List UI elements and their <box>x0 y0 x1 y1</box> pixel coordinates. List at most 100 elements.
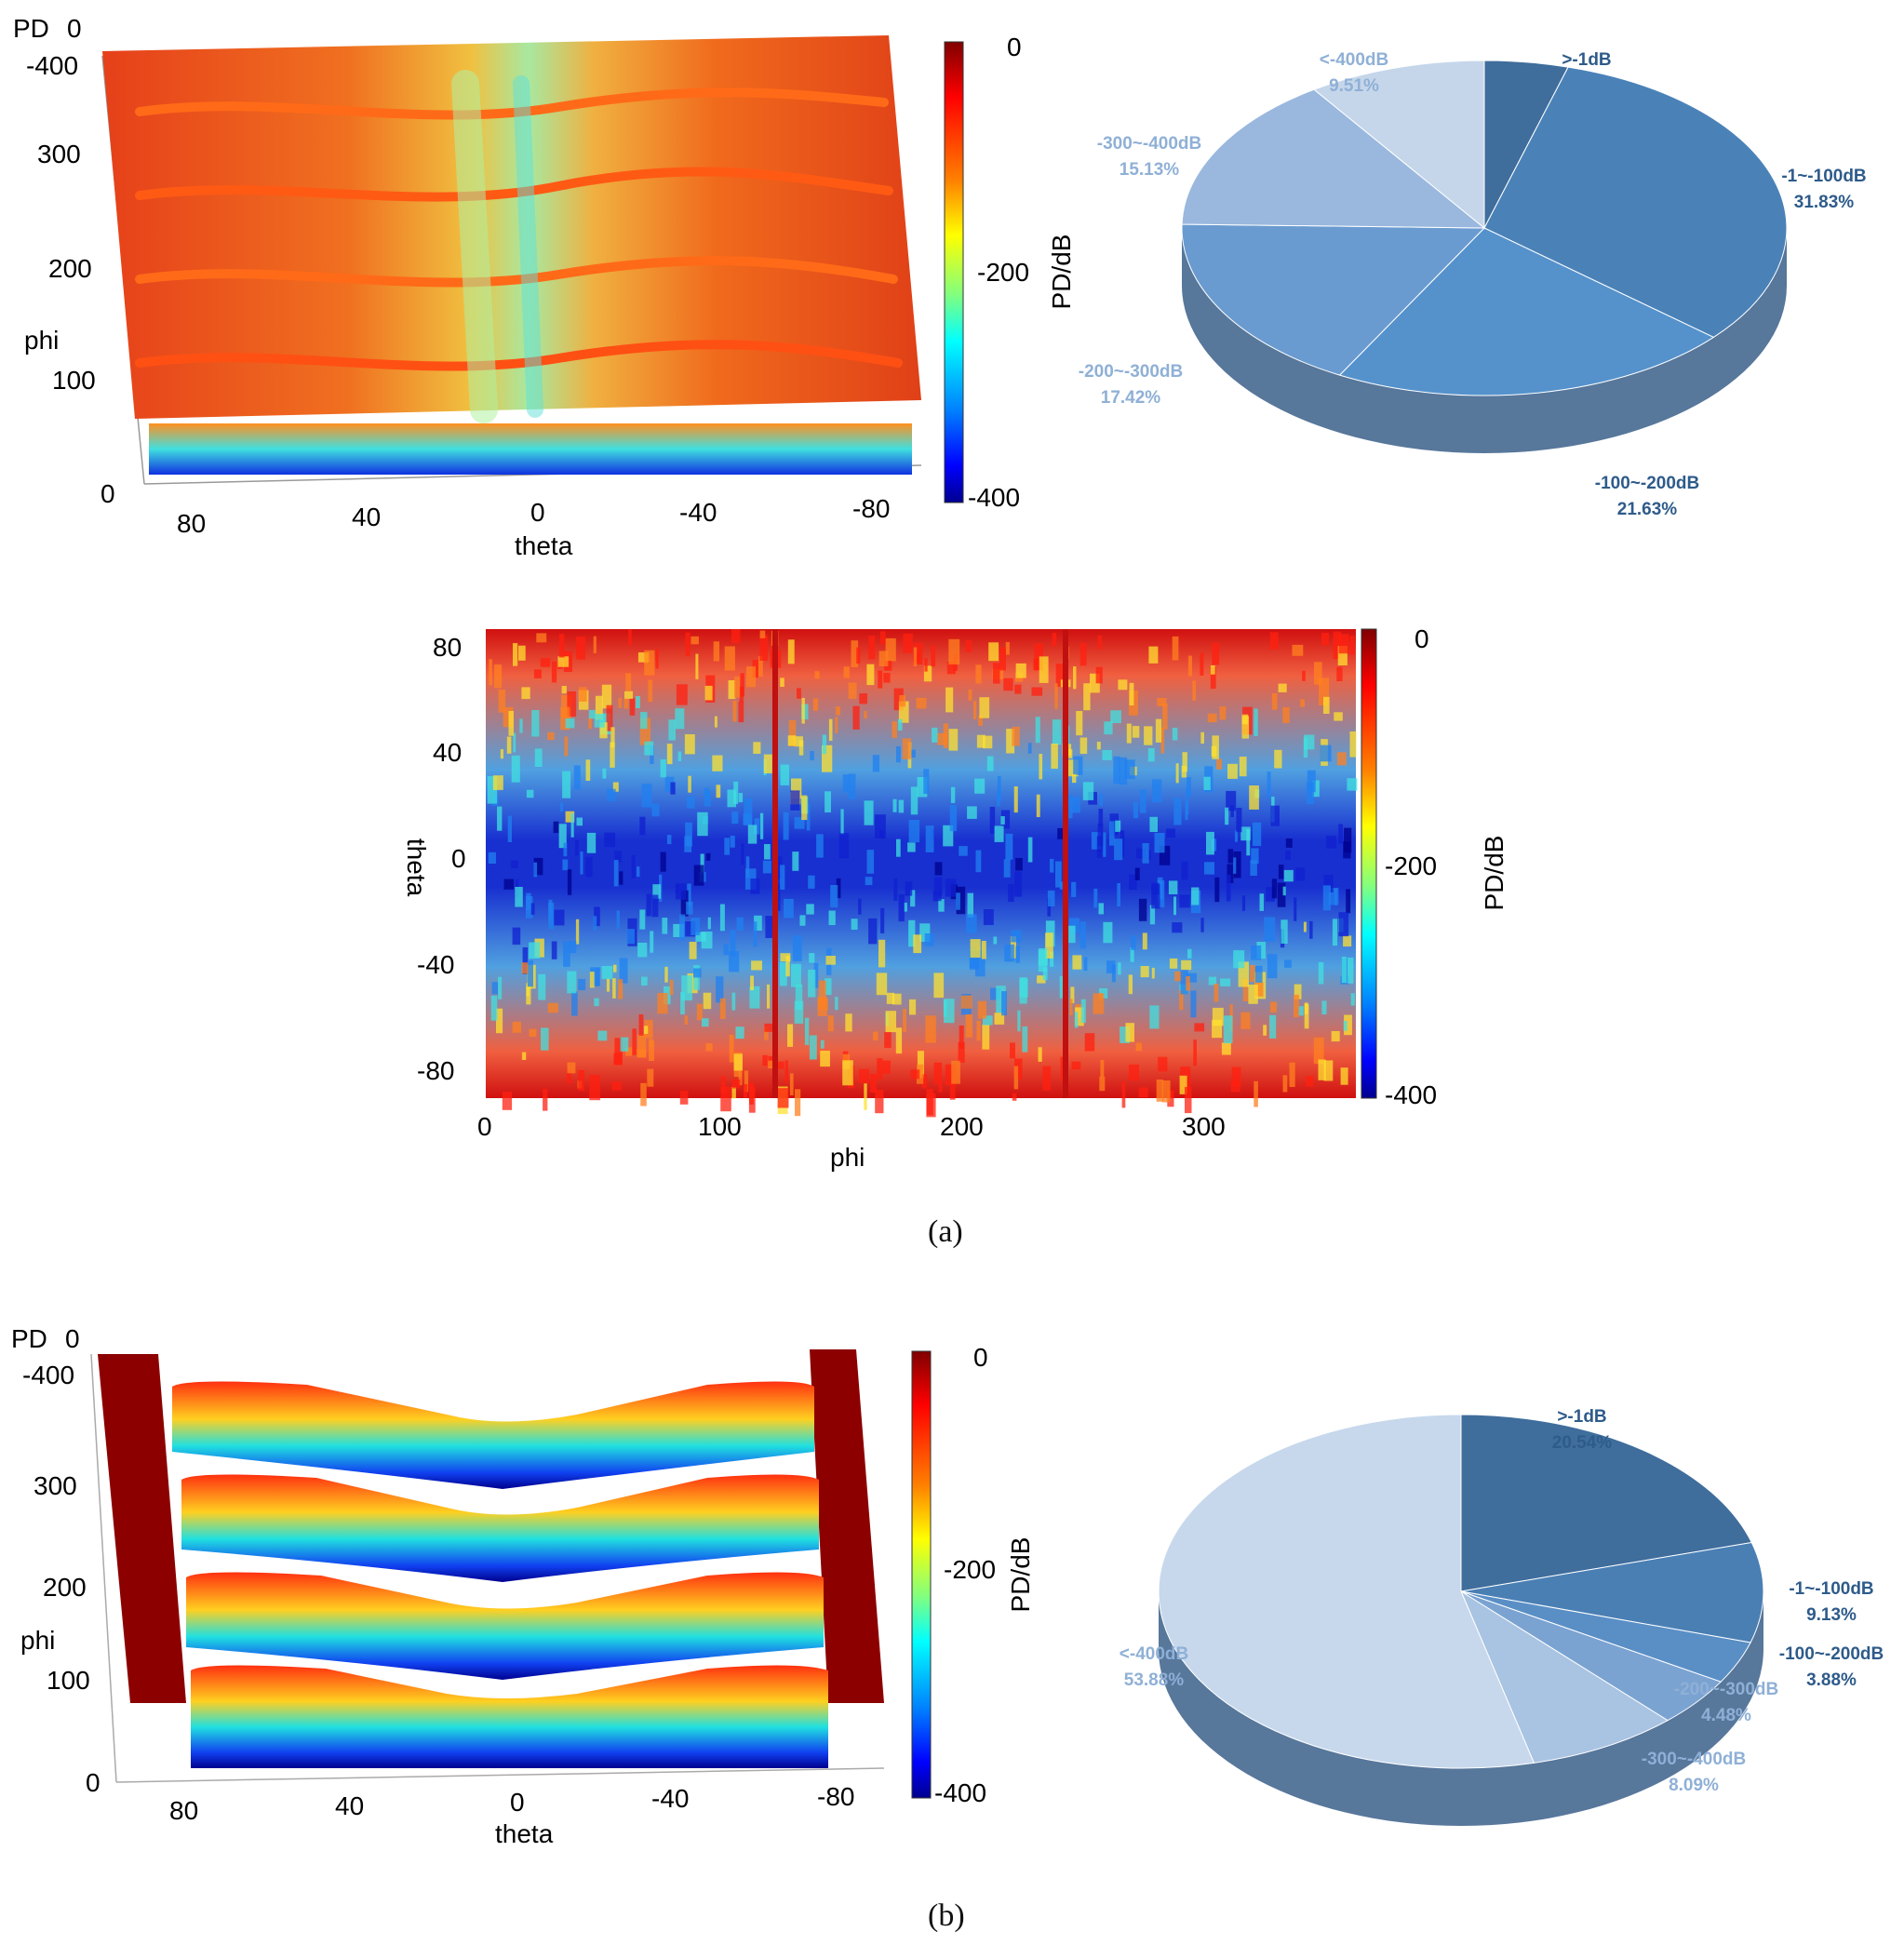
heatmap-speck <box>727 789 737 808</box>
heatmap-speck <box>744 1070 749 1093</box>
heatmap-speck <box>994 1013 1005 1025</box>
colorbar-tick-400-b: -400 <box>934 1778 986 1807</box>
heatmap-speck <box>1349 636 1355 655</box>
heatmap-speck <box>1313 1037 1324 1065</box>
heatmap-speck <box>1133 802 1139 819</box>
heatmap-speck <box>897 718 903 731</box>
heatmap-speck <box>691 636 699 645</box>
heatmap-speck <box>650 931 654 953</box>
heatmap-speck <box>1230 805 1234 818</box>
heatmap-speck <box>924 658 928 672</box>
heatmap-speck <box>1191 887 1200 905</box>
pie-slice-1 <box>1483 66 1788 338</box>
colorbar-tick-400-a: -400 <box>968 483 1020 512</box>
heatmap-speck <box>938 899 945 912</box>
heatmap-speck <box>1282 886 1286 896</box>
heatmap-speck <box>666 835 672 845</box>
heatmap-speck <box>730 836 735 848</box>
heatmap-speck <box>503 706 514 728</box>
heatmap-speck <box>1038 1047 1042 1062</box>
heatmap-speck <box>907 842 916 852</box>
heatmap-speck <box>594 714 605 728</box>
heatmap-speck <box>511 755 520 783</box>
z-tick-1-b: -400 <box>22 1361 74 1389</box>
heatmap-speck <box>917 777 928 798</box>
heatmap-speck <box>1151 779 1162 803</box>
colorbar-label-b: PD/dB <box>1006 1537 1035 1613</box>
heatmap-speck <box>1055 664 1064 688</box>
heatmap-speck <box>1185 1087 1192 1114</box>
heatmap-speck <box>595 695 603 720</box>
heatmap-speck <box>1005 833 1013 860</box>
phi-tick-100-b: 100 <box>47 1666 90 1695</box>
heatmap-speck <box>1212 642 1220 665</box>
heatmap-speck <box>1233 950 1245 969</box>
heatmap-speck <box>945 687 954 713</box>
heatmap-speck <box>988 642 999 662</box>
heatmap-speck <box>1093 888 1098 908</box>
pie-slice-2 <box>1338 227 1715 396</box>
heatmap-speck <box>875 1090 884 1114</box>
pie-category-label: -300~-400dB <box>1642 1750 1746 1769</box>
heatmap-speck <box>1278 683 1287 692</box>
heatmap-speck <box>562 859 569 871</box>
heatmap-speck <box>1019 978 1028 998</box>
heatmap-speck <box>975 850 982 873</box>
heat-cbar-label: PD/dB <box>1480 836 1508 911</box>
surface-plot-b: PD 0 -400 300 200 phi 100 0 80 40 0 -40 … <box>11 1324 1035 1848</box>
heatmap-speck <box>896 838 901 857</box>
heatmap-speck <box>522 947 529 974</box>
heatmap-speck <box>521 687 530 700</box>
heat-cbar-tick-200: -200 <box>1385 852 1437 880</box>
heatmap-speck <box>764 844 771 860</box>
heatmap-speck <box>1091 832 1102 850</box>
heatmap-speck <box>1192 680 1196 701</box>
heatmap-speck <box>585 759 591 781</box>
heatmap-speck <box>593 916 597 931</box>
pie-value-label: 21.63% <box>1617 500 1678 519</box>
heatmap-speck <box>1073 666 1077 690</box>
heatmap-speck <box>1344 1014 1352 1036</box>
heatmap-speck <box>1323 875 1334 892</box>
heatmap-speck <box>1100 1060 1105 1078</box>
heatmap-speck <box>898 893 905 922</box>
heatmap-speck <box>695 932 706 942</box>
heatmap-speck <box>613 860 619 887</box>
heatmap-speck <box>1318 961 1324 985</box>
heatmap-speck <box>799 915 806 926</box>
heatmap-speck <box>507 815 512 842</box>
heatmap-speck <box>910 890 916 907</box>
heatmap-speck <box>518 645 526 661</box>
heatmap-speck <box>773 1061 784 1069</box>
heatmap-speck <box>945 879 957 897</box>
colorbar-heat <box>1361 628 1377 1099</box>
heatmap-speck <box>978 715 983 726</box>
heatmap-speck <box>618 979 623 999</box>
heatmap-speck <box>575 919 580 945</box>
heatmap-speck <box>675 708 685 730</box>
pie-value-label: 20.54% <box>1552 1433 1613 1453</box>
heatmap-speck <box>1186 787 1189 815</box>
heatmap-speck <box>794 1000 804 1024</box>
heatmap-speck <box>1010 1042 1015 1059</box>
heatmap-speck <box>487 775 498 804</box>
heatmap-speck <box>1144 726 1153 745</box>
heatmap-speck <box>529 942 541 959</box>
heatmap-speck <box>620 1037 629 1052</box>
heatmap-speck <box>558 634 565 658</box>
heatmap-speck <box>624 691 633 699</box>
heatmap-speck <box>914 642 923 664</box>
heatmap-speck <box>1148 646 1159 664</box>
heat-ytick-m40: -40 <box>417 950 454 979</box>
heatmap-speck <box>1038 948 1048 972</box>
heatmap-speck <box>1016 931 1020 944</box>
heatmap-speck <box>626 929 635 945</box>
heatmap-speck <box>785 955 790 977</box>
heatmap-speck <box>864 710 867 719</box>
heatmap-speck <box>1187 655 1192 677</box>
heatmap-speck <box>704 790 711 807</box>
heatmap-speck <box>1138 1087 1148 1098</box>
heatmap-speck <box>1099 1076 1106 1092</box>
heatmap-speck <box>1334 888 1337 905</box>
heatmap-speck <box>1068 918 1080 933</box>
